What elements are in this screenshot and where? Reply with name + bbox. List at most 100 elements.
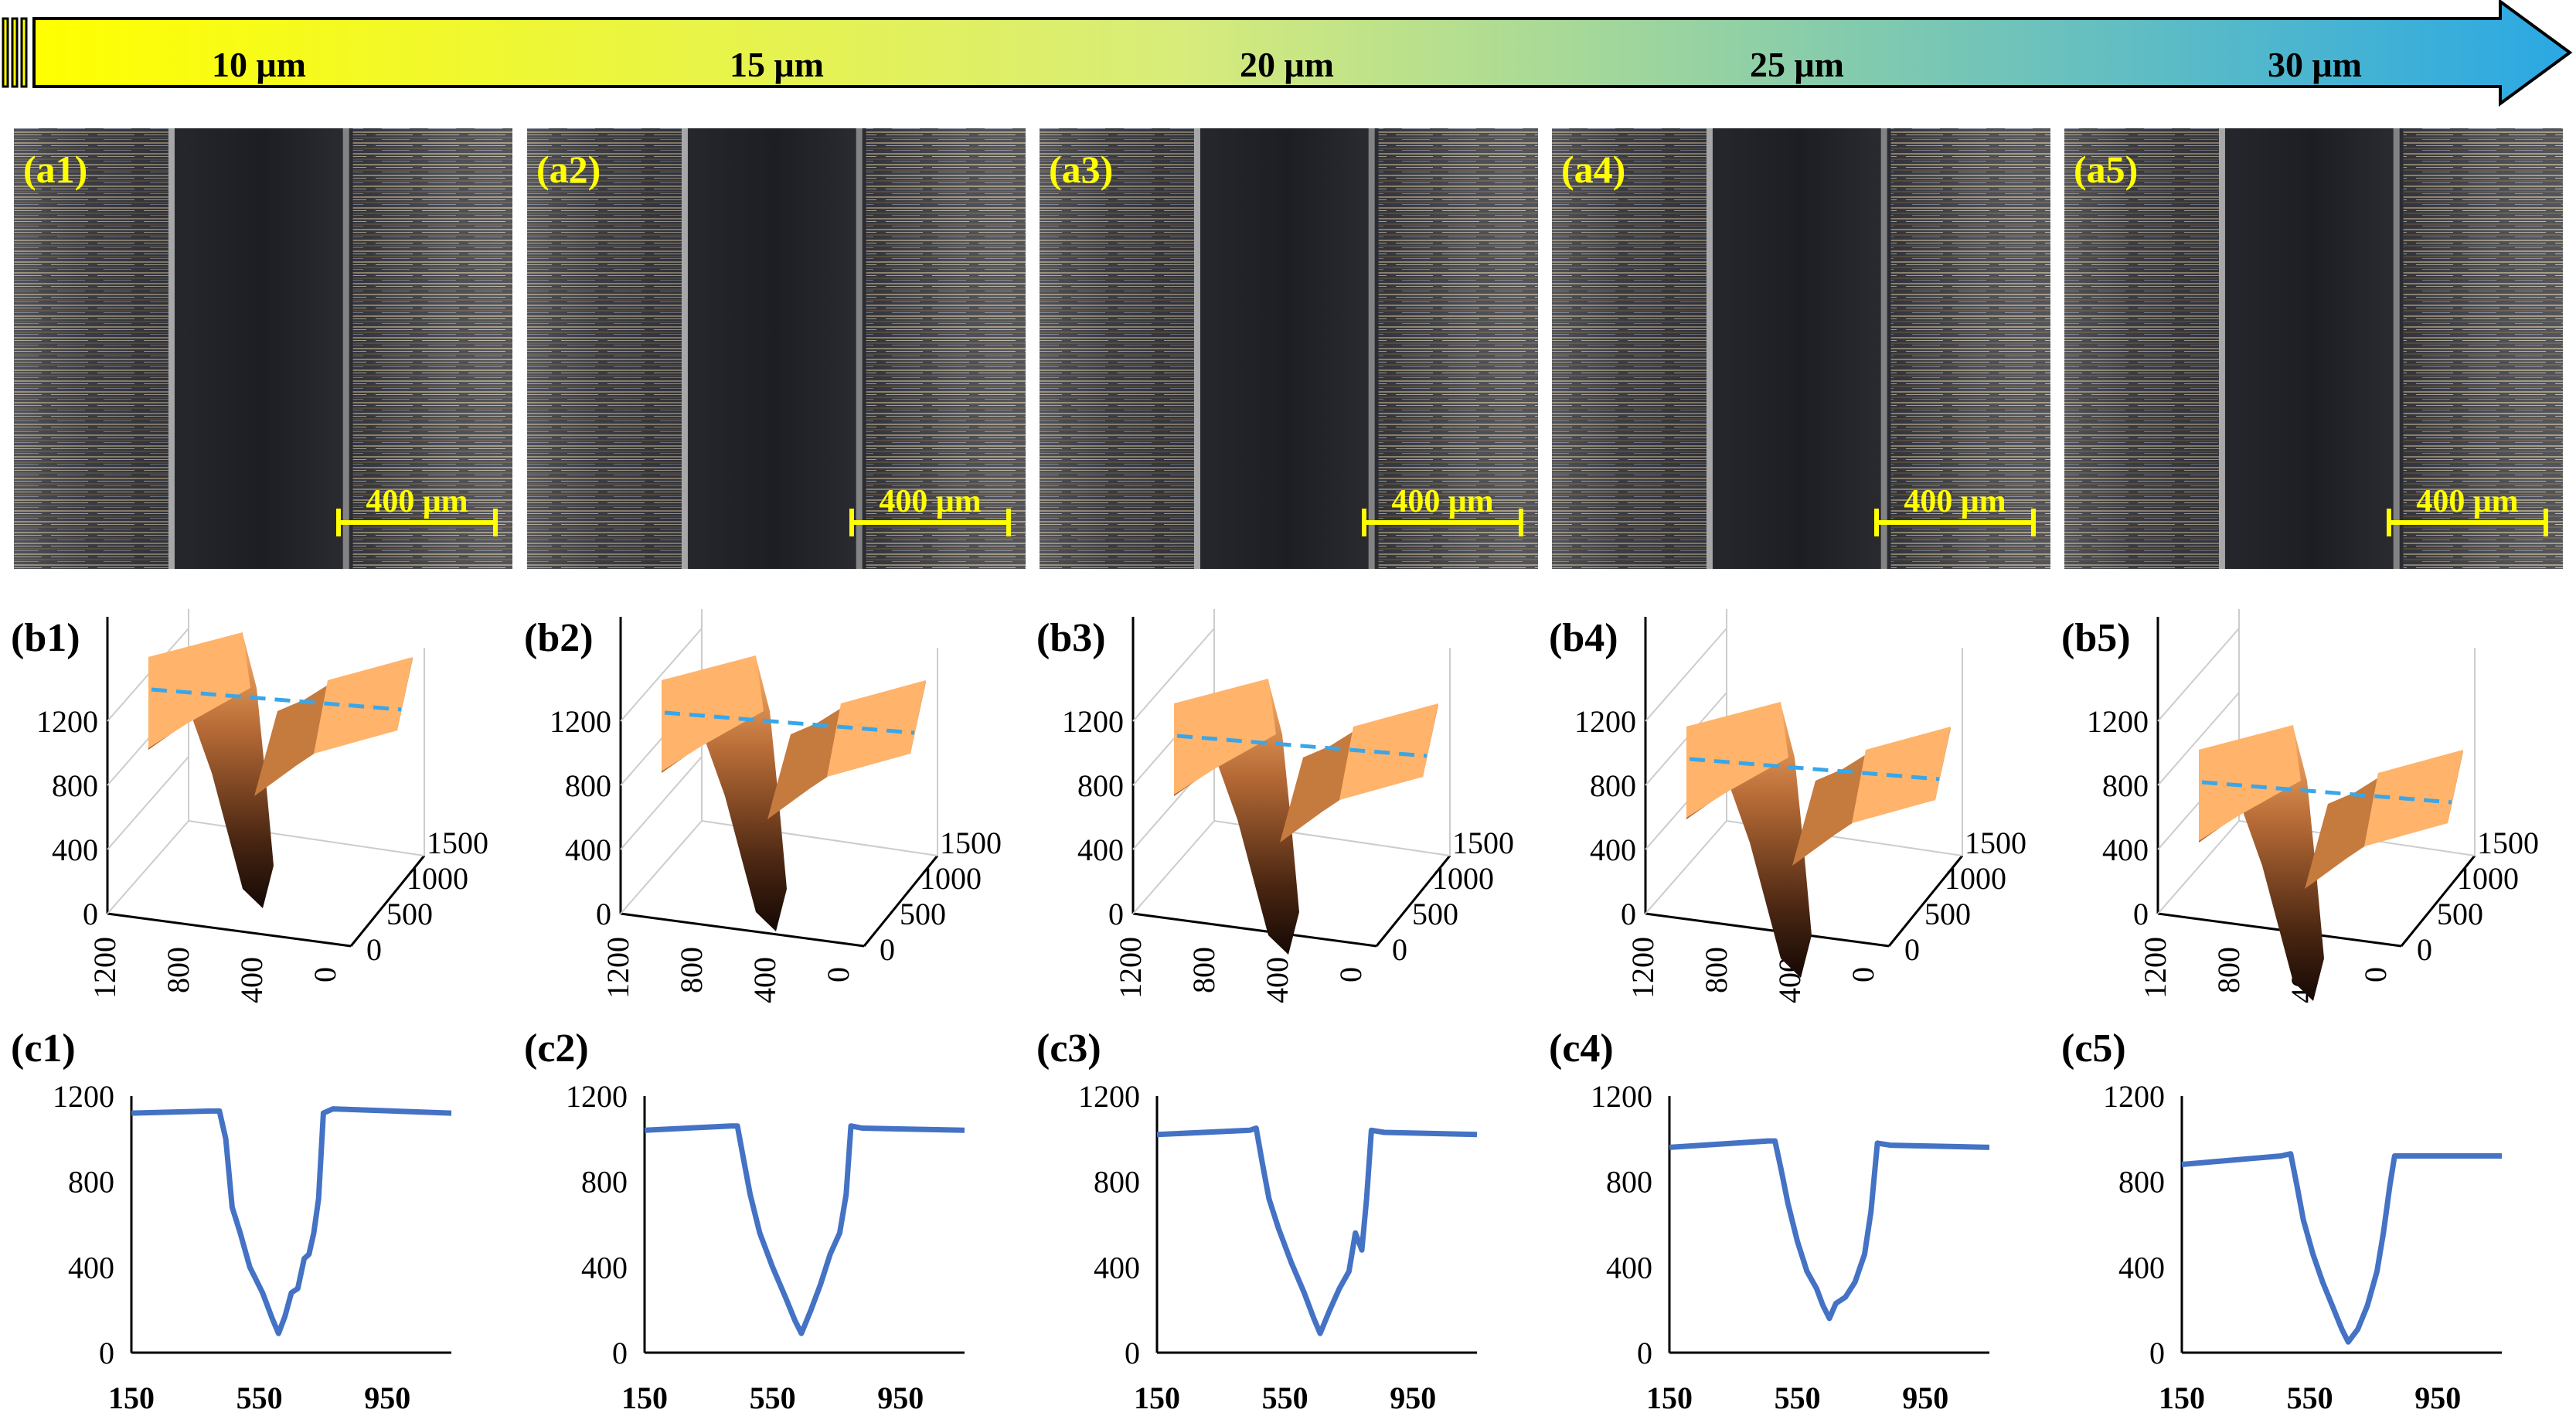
x-tick-label: 0: [1846, 967, 1880, 982]
wear-texture-right: [866, 128, 1026, 569]
track-edge-left: [681, 128, 688, 569]
surface-plateau-left: [662, 655, 764, 771]
y-tick-label: 1200: [2103, 1079, 2165, 1114]
track-edge-left: [2218, 128, 2225, 569]
grid-line: [107, 628, 189, 722]
y-tick-label: 1000: [920, 861, 982, 896]
profile-chart: (c2) 0 400 800 1200 150 550 950: [524, 1026, 965, 1415]
x-axis: [620, 912, 865, 948]
x-tick-label: 950: [877, 1380, 924, 1415]
z-tick-label: 0: [83, 897, 98, 931]
z-tick-label: 400: [52, 832, 98, 867]
y-tick-label: 500: [900, 897, 946, 931]
surface-plateau-left: [148, 632, 250, 748]
y-axis: [2400, 855, 2476, 947]
y-tick-label: 1000: [2457, 861, 2519, 896]
micrograph-row: (a1) 400 μm (a2) 400 μm (a3) 400 μm (a4) 400 μm…: [14, 128, 2563, 569]
x-tick-label: 550: [237, 1380, 283, 1415]
x-tick-label: 550: [1262, 1380, 1308, 1415]
y-tick-label: 0: [366, 932, 382, 967]
grid-line: [1132, 628, 1215, 722]
arrow-labels: 10 μm 15 μm 20 μm 25 μm 30 μm: [212, 45, 2362, 84]
panel-label: (b3): [1036, 616, 1106, 660]
y-axis: [1887, 855, 1964, 947]
y-tick-label: 0: [2417, 932, 2432, 967]
x-tick-label: 950: [2414, 1380, 2461, 1415]
profile-series-line: [1156, 1125, 1478, 1336]
y-tick-label: 1200: [566, 1079, 628, 1114]
y-tick-label: 1200: [1591, 1079, 1652, 1114]
track-edge-left: [168, 128, 175, 569]
z-tick-label: 400: [2102, 832, 2149, 867]
profile-chart: (c4) 0 400 800 1200 150 550 950: [1549, 1026, 1990, 1415]
arrow-label: 25 μm: [1750, 45, 1844, 84]
x-tick-label: 400: [747, 957, 782, 1003]
arrow-tick: [11, 17, 19, 88]
x-axis: [1132, 912, 1377, 948]
scale-bar-label: 400 μm: [366, 484, 468, 519]
z-tick-label: 0: [596, 897, 611, 931]
profile-series-line: [131, 1106, 452, 1336]
y-axis: [1375, 855, 1451, 947]
arrow-tick: [2, 17, 9, 88]
y-tick-label: 1200: [53, 1079, 114, 1114]
grid-line: [620, 820, 703, 914]
arrow-label: 30 μm: [2268, 45, 2362, 84]
y-tick-label: 0: [2149, 1336, 2165, 1370]
wear-texture-left: [527, 128, 682, 569]
track-edge-right: [1880, 128, 1887, 569]
y-tick-label: 0: [1637, 1336, 1652, 1370]
x-tick-label: 0: [308, 967, 342, 982]
y-tick-label: 1500: [940, 826, 1002, 860]
x-tick-label: 400: [1260, 957, 1295, 1003]
panel-label: (a2): [536, 148, 601, 191]
grid-line: [2157, 628, 2240, 722]
y-tick-label: 800: [581, 1165, 628, 1200]
y-tick-label: 400: [1606, 1250, 1652, 1285]
x-tick-label: 950: [364, 1380, 410, 1415]
z-tick-label: 800: [1077, 768, 1124, 803]
profile-section-line: [664, 710, 915, 735]
y-tick-label: 1500: [1452, 826, 1514, 860]
wear-texture-right: [1890, 128, 2050, 569]
y-tick-label: 1000: [1945, 861, 2006, 896]
z-tick-label: 0: [2133, 897, 2149, 931]
profile-section-line: [1689, 757, 1940, 781]
scale-bar-label: 400 μm: [879, 484, 981, 519]
y-tick-label: 500: [1924, 897, 1971, 931]
scale-bar-label: 400 μm: [1904, 484, 2006, 519]
profile-series-line: [1669, 1138, 1990, 1322]
grid-line: [1132, 820, 1215, 914]
x-tick-label: 550: [2287, 1380, 2333, 1415]
x-tick-label: 800: [2211, 947, 2246, 993]
z-tick-label: 1200: [1574, 704, 1636, 739]
arrow-label: 20 μm: [1240, 45, 1334, 84]
y-tick-label: 800: [68, 1165, 114, 1200]
z-tick-label: 800: [2102, 768, 2149, 803]
grid-line: [107, 820, 189, 914]
x-tick-label: 0: [2358, 967, 2393, 982]
z-tick-label: 800: [52, 768, 98, 803]
z-tick-label: 1200: [1062, 704, 1124, 739]
surface-plateau-left: [1686, 702, 1788, 818]
z-tick-label: 0: [1108, 897, 1124, 931]
panel-label: (b1): [11, 616, 80, 660]
grid-line: [2157, 820, 2240, 914]
x-tick-label: 800: [1186, 947, 1221, 993]
wear-texture-left: [2064, 128, 2219, 569]
y-axis: [349, 855, 426, 947]
y-tick-label: 0: [99, 1336, 114, 1370]
panel-label: (a3): [1049, 148, 1113, 191]
track-edge-right: [342, 128, 349, 569]
z-tick-label: 800: [565, 768, 611, 803]
x-tick-label: 0: [1333, 967, 1368, 982]
y-tick-label: 0: [612, 1336, 628, 1370]
grid-line: [1645, 692, 1727, 786]
z-tick-label: 1200: [2087, 704, 2149, 739]
x-tick-label: 1200: [601, 937, 635, 999]
micrograph-panel: (a3) 400 μm: [1040, 128, 1538, 569]
x-tick-label: 0: [821, 967, 856, 982]
x-tick-label: 150: [1646, 1380, 1693, 1415]
y-tick-label: 400: [581, 1250, 628, 1285]
